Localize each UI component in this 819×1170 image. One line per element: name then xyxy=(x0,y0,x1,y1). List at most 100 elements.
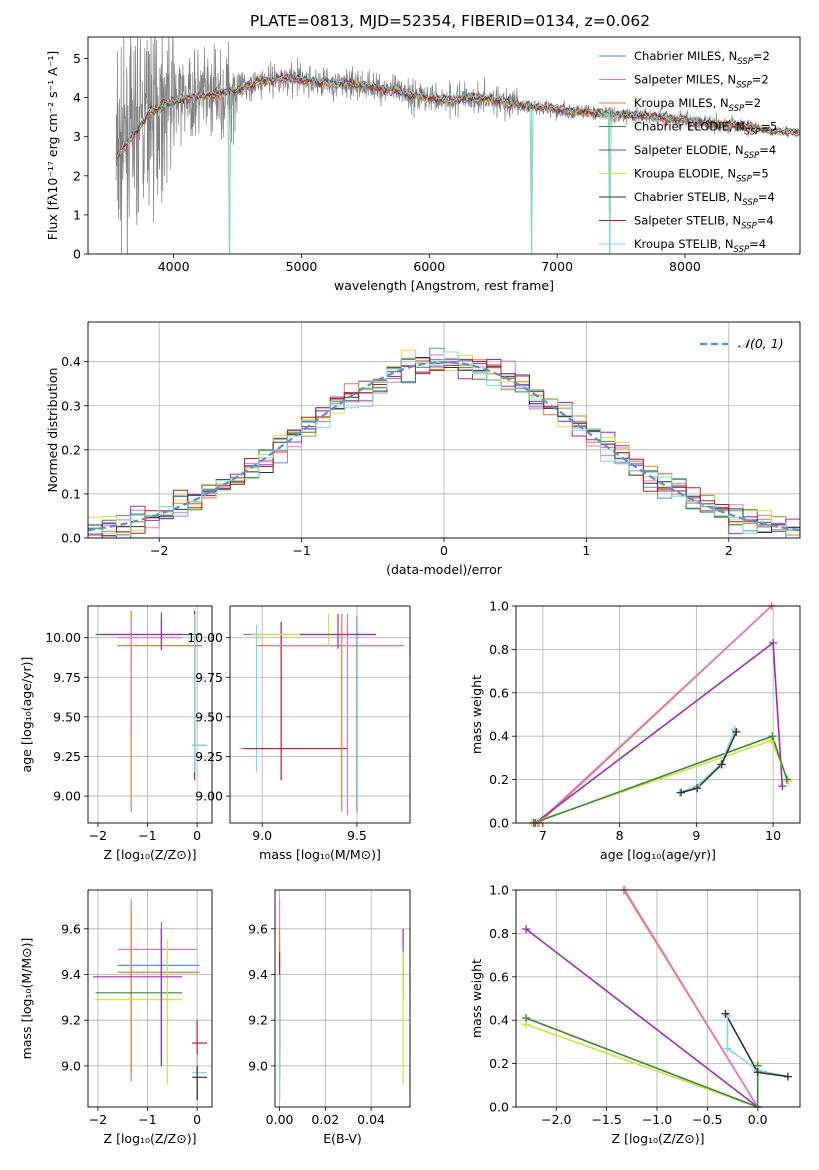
model-spectrum-kroupa_stelib xyxy=(117,70,800,254)
series-marker xyxy=(768,732,777,741)
series-line-chabrier_stelib xyxy=(680,731,738,794)
legend-entry: Kroupa ELODIE, NSSP=5 xyxy=(634,167,769,185)
plot-area-mass-vs-ebv xyxy=(278,899,404,1101)
axes-frame xyxy=(87,605,213,824)
y-tick-label: 0.0 xyxy=(489,816,509,831)
series-marker xyxy=(782,775,791,784)
x-tick-label: 0.04 xyxy=(357,1112,385,1127)
series-marker xyxy=(769,638,778,647)
x-tick-label: 0 xyxy=(193,828,201,843)
x-axis-label: age [log₁₀(age/yr)] xyxy=(600,847,716,862)
y-axis-label: Flux [fλ10⁻¹⁷ erg cm⁻² s⁻¹ A⁻¹] xyxy=(45,51,60,240)
x-tick-label: 0.0 xyxy=(748,1112,768,1127)
y-tick-label: 0.2 xyxy=(489,772,509,787)
x-tick-label: 7000 xyxy=(541,259,573,274)
x-tick-label: 4000 xyxy=(158,259,190,274)
normal-curve xyxy=(88,360,800,532)
panel-residuals: −2 −1 0 1 2 0.0 0.1 0.2 0.3 0.4 (data-model)/error… xyxy=(45,321,801,577)
x-tick-label: 0.02 xyxy=(311,1112,339,1127)
x-tick-label: 9.0 xyxy=(252,828,272,843)
series-marker xyxy=(717,760,726,769)
y-tick-label: 9.75 xyxy=(53,670,81,685)
legend-entry: Chabrier ELODIE, NSSP=5 xyxy=(634,120,777,138)
series-line-chabrier_stelib xyxy=(724,1013,789,1078)
axes-frame xyxy=(87,36,801,255)
legend-entry: Salpeter ELODIE, NSSP=4 xyxy=(634,143,776,161)
series-marker xyxy=(732,727,741,736)
plot-area-residuals xyxy=(88,347,800,538)
plot-area-weight-vs-age xyxy=(531,606,790,823)
plot-area-spectrum xyxy=(115,37,800,254)
y-tick-label: 0.6 xyxy=(489,685,509,700)
series-marker xyxy=(522,925,531,934)
series-line-salpeter_elodie xyxy=(534,641,784,823)
axes-frame xyxy=(515,605,801,824)
x-tick-label: 8000 xyxy=(669,259,701,274)
x-axis-label: (data-model)/error xyxy=(386,562,503,577)
y-tick-label: 4 xyxy=(73,90,81,105)
x-axis-label: E(B-V) xyxy=(323,1131,362,1146)
y-tick-label: 0.0 xyxy=(489,1100,509,1115)
x-tick-label: −2 xyxy=(89,1112,107,1127)
y-tick-label: 9.50 xyxy=(195,709,223,724)
series-line-salpeter_miles xyxy=(624,890,759,1107)
panel-mass-vs-z: −2 −1 0 9.0 9.2 9.4 9.6 Z [log₁₀(Z/Z⊙)] mass [lo… xyxy=(19,889,213,1146)
y-axis-label: mass weight xyxy=(469,675,484,754)
series-marker xyxy=(783,1072,792,1081)
series-marker xyxy=(778,782,787,791)
x-tick-label: −2.0 xyxy=(541,1112,571,1127)
x-tick-label: 2 xyxy=(725,543,733,558)
y-tick-label: 0.4 xyxy=(489,729,509,744)
axes-frame xyxy=(87,321,801,539)
y-tick-label: 0.8 xyxy=(489,926,509,941)
y-tick-label: 9.0 xyxy=(248,1058,268,1073)
y-tick-label: 0.4 xyxy=(61,354,81,369)
x-tick-label: −0.5 xyxy=(692,1112,722,1127)
y-tick-label: 9.2 xyxy=(61,1013,81,1028)
y-tick-label: 0.8 xyxy=(489,642,509,657)
y-tick-label: 1.0 xyxy=(489,599,509,614)
series-line-salpeter_miles xyxy=(536,606,773,823)
y-tick-label: 2 xyxy=(73,168,81,183)
histogram-kroupa_stelib xyxy=(88,351,800,538)
series-line-kroupa_elodie xyxy=(525,1023,759,1107)
x-tick-label: −1.5 xyxy=(591,1112,621,1127)
y-tick-label: 9.0 xyxy=(61,1058,81,1073)
panel-spectrum: 4000 5000 6000 7000 8000 0 1 2 3 4 5 wavelength [An… xyxy=(45,36,801,293)
axes-frame xyxy=(515,889,801,1108)
y-tick-label: 9.4 xyxy=(248,967,268,982)
x-axis-label: Z [log₁₀(Z/Z⊙)] xyxy=(104,1131,197,1146)
panel-age-vs-z: −2 −1 0 9.00 9.25 9.50 9.75 10.00 Z [log₁₀(Z/Z⊙)… xyxy=(19,605,213,862)
x-tick-label: 0 xyxy=(440,543,448,558)
histogram-salpeter_stelib xyxy=(88,358,800,538)
x-tick-label: 1 xyxy=(582,543,590,558)
y-tick-label: 0.4 xyxy=(489,1013,509,1028)
y-tick-label: 5 xyxy=(73,51,81,66)
y-tick-label: 9.50 xyxy=(53,709,81,724)
y-axis-label: age [log₁₀(age/yr)] xyxy=(19,657,34,773)
x-tick-label: 0 xyxy=(193,1112,201,1127)
y-tick-label: 3 xyxy=(73,129,81,144)
x-tick-label: −1.0 xyxy=(642,1112,672,1127)
y-axis-label: mass [log₁₀(M/M⊙)] xyxy=(19,938,34,1060)
series-marker xyxy=(767,736,776,745)
plot-area-age-vs-mass xyxy=(239,613,405,816)
legend-entry: Kroupa STELIB, NSSP=4 xyxy=(634,237,766,255)
panel-age-vs-mass: 9.0 9.5 9.00 9.25 9.50 9.75 10.00 mass [log₁₀(M… xyxy=(187,605,411,862)
y-tick-label: 9.75 xyxy=(195,670,223,685)
x-tick-label: 7 xyxy=(539,828,547,843)
legend-entry: Chabrier MILES, NSSP=2 xyxy=(634,49,770,67)
x-tick-label: −2 xyxy=(89,828,107,843)
panel-weight-vs-z: −2.0 −1.5 −1.0 −0.5 0.0 0.0 0.2 0.4 0.6 0.8 1.0 Z [… xyxy=(469,883,801,1146)
series-marker xyxy=(723,1044,732,1053)
legend-entry: 𝒩(0, 1) xyxy=(738,336,784,351)
x-tick-label: 6000 xyxy=(413,259,445,274)
y-tick-label: 0.6 xyxy=(489,969,509,984)
series-marker xyxy=(693,784,702,793)
y-axis-label: mass weight xyxy=(469,959,484,1038)
series-line-salpeter_elodie xyxy=(525,928,759,1107)
legend-entry: Salpeter MILES, NSSP=2 xyxy=(634,73,769,91)
x-tick-label: −1 xyxy=(138,1112,156,1127)
y-tick-label: 0.1 xyxy=(61,486,81,501)
